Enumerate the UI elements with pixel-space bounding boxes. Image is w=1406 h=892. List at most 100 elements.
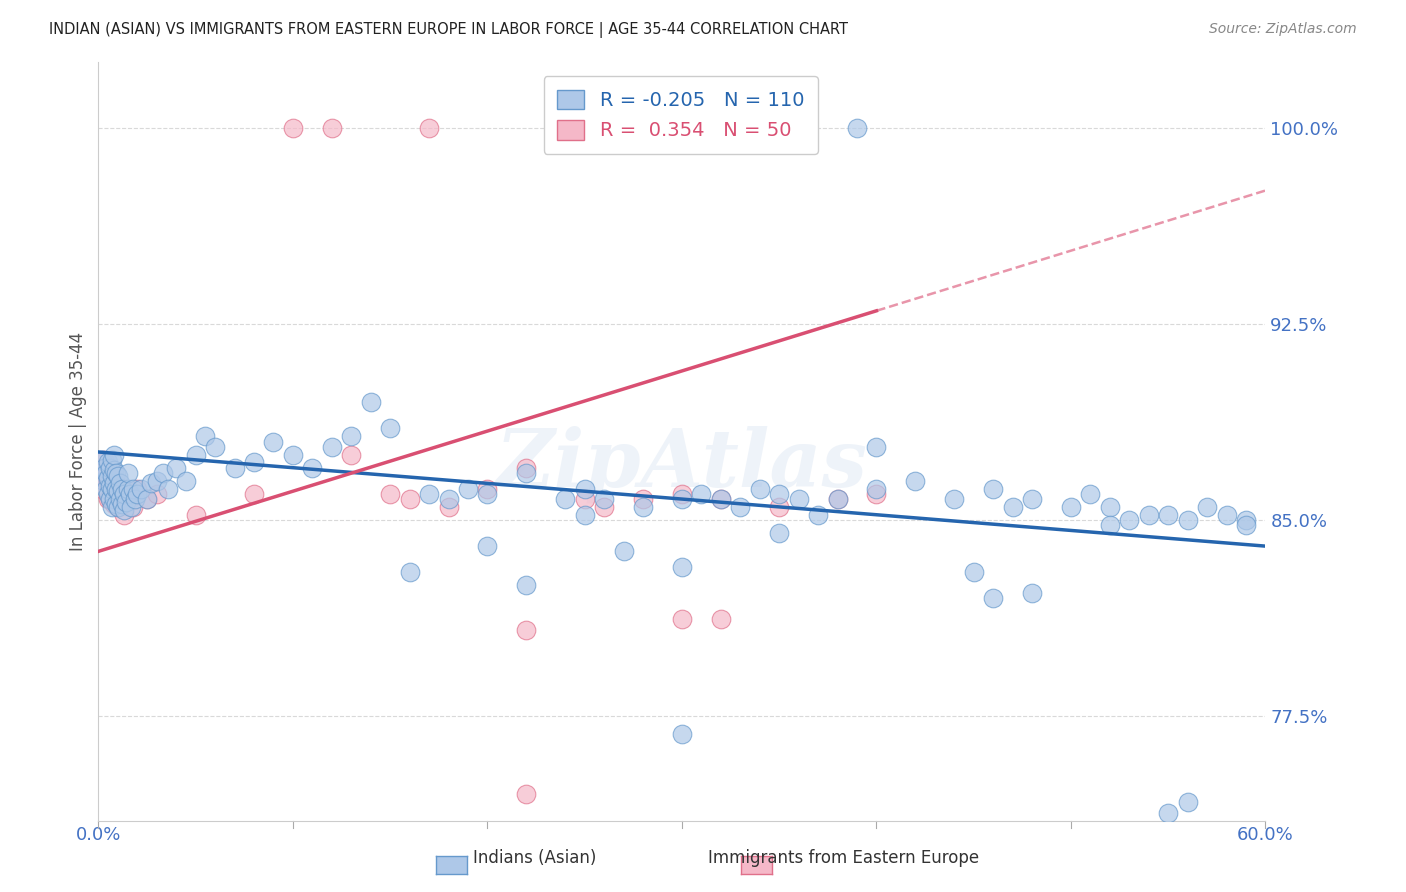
Point	[301, 460, 323, 475]
Point	[129, 482, 152, 496]
Point	[671, 612, 693, 626]
Point	[98, 491, 121, 506]
Point	[807, 508, 830, 522]
Point	[671, 491, 693, 506]
Point	[117, 482, 139, 496]
Point	[768, 487, 790, 501]
Point	[1177, 795, 1199, 809]
Point	[671, 560, 693, 574]
Point	[593, 491, 616, 506]
Point	[865, 487, 887, 501]
Point	[631, 500, 654, 514]
Point	[281, 120, 304, 135]
Point	[103, 463, 125, 477]
Point	[1215, 508, 1237, 522]
Point	[457, 482, 479, 496]
Point	[437, 500, 460, 514]
Point	[108, 476, 131, 491]
Point	[93, 474, 115, 488]
Point	[243, 487, 266, 501]
Point	[103, 497, 125, 511]
Point	[146, 474, 169, 488]
Point	[108, 491, 131, 506]
Point	[118, 491, 141, 506]
Point	[104, 491, 127, 506]
Point	[127, 482, 149, 496]
Point	[98, 479, 121, 493]
Point	[281, 448, 304, 462]
Point	[101, 487, 124, 501]
Point	[943, 491, 966, 506]
Point	[122, 482, 145, 496]
Point	[136, 491, 159, 506]
Text: INDIAN (ASIAN) VS IMMIGRANTS FROM EASTERN EUROPE IN LABOR FORCE | AGE 35-44 CORR: INDIAN (ASIAN) VS IMMIGRANTS FROM EASTER…	[49, 22, 848, 38]
Point	[103, 448, 125, 462]
Point	[97, 471, 120, 485]
Point	[574, 482, 596, 496]
Point	[574, 491, 596, 506]
Point	[98, 476, 121, 491]
Point	[1118, 513, 1140, 527]
Point	[865, 440, 887, 454]
Point	[865, 482, 887, 496]
Point	[104, 482, 127, 496]
Point	[262, 434, 284, 449]
Point	[730, 500, 752, 514]
Point	[107, 484, 129, 499]
Point	[515, 788, 537, 802]
Point	[671, 727, 693, 741]
Point	[593, 500, 616, 514]
Point	[418, 120, 440, 135]
Point	[91, 482, 114, 496]
Point	[690, 487, 713, 501]
Point	[1098, 500, 1121, 514]
Point	[117, 466, 139, 480]
Point	[787, 491, 810, 506]
Point	[380, 421, 402, 435]
Point	[107, 468, 129, 483]
Point	[981, 482, 1004, 496]
Point	[152, 466, 174, 480]
Point	[827, 491, 849, 506]
Point	[91, 453, 114, 467]
Point	[146, 487, 169, 501]
Point	[107, 500, 129, 514]
Text: ZipAtlas: ZipAtlas	[496, 425, 868, 503]
Point	[243, 455, 266, 469]
Point	[136, 491, 159, 506]
Point	[127, 487, 149, 501]
Point	[671, 487, 693, 501]
Point	[93, 466, 115, 480]
Point	[827, 491, 849, 506]
Point	[165, 460, 187, 475]
Point	[477, 539, 499, 553]
Point	[1021, 586, 1043, 600]
Point	[515, 460, 537, 475]
Point	[174, 474, 197, 488]
Point	[204, 440, 226, 454]
Point	[96, 460, 118, 475]
Point	[121, 500, 143, 514]
Point	[111, 482, 134, 496]
Point	[1157, 805, 1180, 820]
Point	[103, 482, 125, 496]
Point	[477, 487, 499, 501]
Point	[117, 484, 139, 499]
Point	[194, 429, 217, 443]
Point	[139, 476, 162, 491]
Point	[101, 453, 124, 467]
Point	[104, 466, 127, 480]
Point	[1001, 500, 1024, 514]
Point	[477, 482, 499, 496]
Point	[114, 494, 136, 508]
Legend: R = -0.205   N = 110, R =  0.354   N = 50: R = -0.205 N = 110, R = 0.354 N = 50	[544, 76, 818, 154]
Point	[122, 500, 145, 514]
Point	[97, 476, 120, 491]
Point	[380, 487, 402, 501]
Point	[107, 500, 129, 514]
Point	[1021, 491, 1043, 506]
Point	[554, 491, 576, 506]
Point	[1060, 500, 1083, 514]
Point	[340, 448, 363, 462]
Point	[1177, 513, 1199, 527]
